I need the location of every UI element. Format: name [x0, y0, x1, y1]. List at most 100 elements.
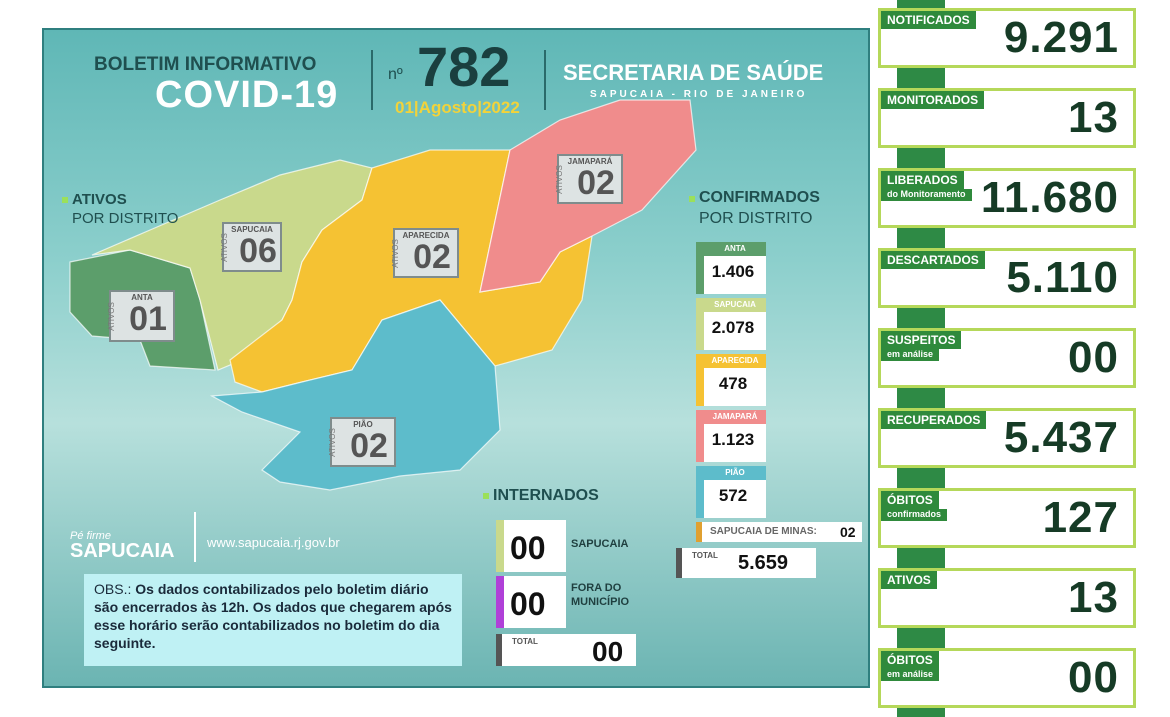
district-value: 01	[129, 300, 167, 338]
hospital-label: SAPUCAIA	[571, 538, 629, 550]
card-label: ÓBITOS	[881, 491, 939, 509]
stat-card: LIBERADOS do Monitoramento 11.680	[878, 168, 1136, 228]
card-value: 127	[1042, 493, 1119, 542]
confirmed-box: JAMAPARÁ 1.123	[696, 410, 766, 462]
title-line2: COVID-19	[155, 74, 339, 116]
total-label: TOTAL	[512, 637, 538, 646]
district-label: ANTA ATIVOS 01	[106, 290, 175, 342]
stat-card: NOTIFICADOS 9.291	[878, 8, 1136, 68]
ativos-tag: ATIVOS	[106, 302, 116, 331]
card-value: 5.437	[1003, 413, 1119, 462]
stat-card: SUSPEITOS em análise 00	[878, 328, 1136, 388]
total-value: 00	[592, 636, 624, 667]
stat-card: RECUPERADOS 5.437	[878, 408, 1136, 468]
confirmed-value: 572	[718, 486, 748, 505]
section-bullet	[689, 196, 695, 202]
note: OBS.: Os dados contabilizados pelo bolet…	[84, 574, 462, 666]
total-label: TOTAL	[692, 551, 718, 560]
card-label: NOTIFICADOS	[881, 11, 976, 29]
ativos-tag: ATIVOS	[327, 428, 337, 457]
stat-card: ÓBITOS em análise 00	[878, 648, 1136, 708]
card-label: SUSPEITOS	[881, 331, 962, 349]
bulletin-number: 782	[417, 35, 511, 98]
card-label: DESCARTADOS	[881, 251, 985, 269]
stat-card: ATIVOS 13	[878, 568, 1136, 628]
stat-card: DESCARTADOS 5.110	[878, 248, 1136, 308]
district-label: JAMAPARÁ ATIVOS 02	[554, 154, 623, 204]
card-value: 13	[1068, 93, 1119, 142]
confirmed-name: JAMAPARÁ	[704, 410, 766, 424]
card-sublabel: em análise	[881, 349, 940, 361]
confirmed-box: PIÃO 572	[696, 466, 766, 518]
note-text: Os dados contabilizados pelo boletim diá…	[94, 581, 452, 651]
confirmed-name: PIÃO	[704, 466, 766, 480]
card-label: RECUPERADOS	[881, 411, 987, 429]
ativos-title: ATIVOS	[72, 191, 127, 208]
card-sublabel: confirmados	[881, 509, 948, 521]
title-line1: BOLETIM INFORMATIVO	[94, 54, 317, 75]
note-prefix: OBS.:	[94, 581, 132, 597]
confirmed-name: SAPUCAIA	[704, 298, 766, 312]
card-sublabel: do Monitoramento	[881, 189, 972, 201]
confirmed-box: ANTA 1.406	[696, 242, 766, 294]
ativos-subtitle: POR DISTRITO	[72, 210, 179, 227]
other-label: SAPUCAIA DE MINAS:	[710, 526, 817, 537]
district-value: 02	[577, 164, 615, 202]
confirmed-box: SAPUCAIA 2.078	[696, 298, 766, 350]
card-value: 9.291	[1003, 13, 1119, 62]
confirmed-value: 1.406	[711, 262, 755, 281]
district-value: 02	[350, 427, 388, 465]
district-name: APARECIDA	[402, 231, 450, 240]
confirmed-value: 2.078	[711, 318, 755, 337]
section-bullet	[62, 197, 68, 203]
other-value: 02	[840, 524, 856, 540]
confirmed-value: 478	[718, 374, 748, 393]
hospital-box: 00	[496, 520, 566, 572]
card-label: ATIVOS	[881, 571, 937, 589]
ativos-tag: ATIVOS	[554, 165, 564, 194]
card-label: LIBERADOS	[881, 171, 964, 189]
district-label: APARECIDA ATIVOS 02	[390, 228, 459, 278]
number-prefix: nº	[388, 66, 403, 83]
confirmed-value: 1.123	[711, 430, 755, 449]
other-box: SAPUCAIA DE MINAS: 02	[696, 522, 862, 542]
logo-slogan: Pé firme	[70, 530, 111, 542]
card-value: 5.110	[1006, 253, 1119, 302]
district-value: 06	[239, 232, 277, 270]
hospital-label: FORA DO	[571, 582, 622, 594]
card-label: MONITORADOS	[881, 91, 985, 109]
card-value: 00	[1068, 653, 1119, 702]
hospital-box: 00	[496, 576, 566, 628]
card-value: 13	[1068, 573, 1119, 622]
hospital-label: MUNICÍPIO	[571, 596, 630, 608]
district-value: 02	[413, 238, 451, 276]
confirmed-box: APARECIDA 478	[696, 354, 766, 406]
website: www.sapucaia.rj.gov.br	[207, 535, 340, 550]
district-label: SAPUCAIA ATIVOS 06	[219, 222, 282, 272]
hospital-value: 00	[510, 586, 546, 622]
date: 01|Agosto|2022	[395, 98, 520, 117]
stat-card: MONITORADOS 13	[878, 88, 1136, 148]
district-piao	[209, 299, 501, 491]
confirmados-subtitle: POR DISTRITO	[699, 210, 813, 227]
card-sublabel: em análise	[881, 669, 940, 681]
district-name: JAMAPARÁ	[567, 157, 613, 166]
stat-card: ÓBITOS confirmados 127	[878, 488, 1136, 548]
logo-name: SAPUCAIA	[70, 540, 175, 562]
section-bullet	[483, 493, 489, 499]
card-label: ÓBITOS	[881, 651, 939, 669]
district-name: SAPUCAIA	[231, 225, 273, 234]
ativos-tag: ATIVOS	[390, 239, 400, 268]
district-name: PIÃO	[353, 420, 373, 429]
district-label: PIÃO ATIVOS 02	[327, 417, 396, 467]
confirmed-name: ANTA	[704, 242, 766, 256]
total-box: TOTAL 5.659	[676, 548, 816, 578]
confirmed-name: APARECIDA	[704, 354, 766, 368]
ativos-tag: ATIVOS	[219, 233, 229, 262]
confirmados-title: CONFIRMADOS	[699, 189, 820, 206]
org: SECRETARIA DE SAÚDE	[563, 60, 824, 85]
hospital-value: 00	[510, 530, 546, 566]
card-value: 00	[1068, 333, 1119, 382]
internados-title: INTERNADOS	[493, 487, 599, 504]
